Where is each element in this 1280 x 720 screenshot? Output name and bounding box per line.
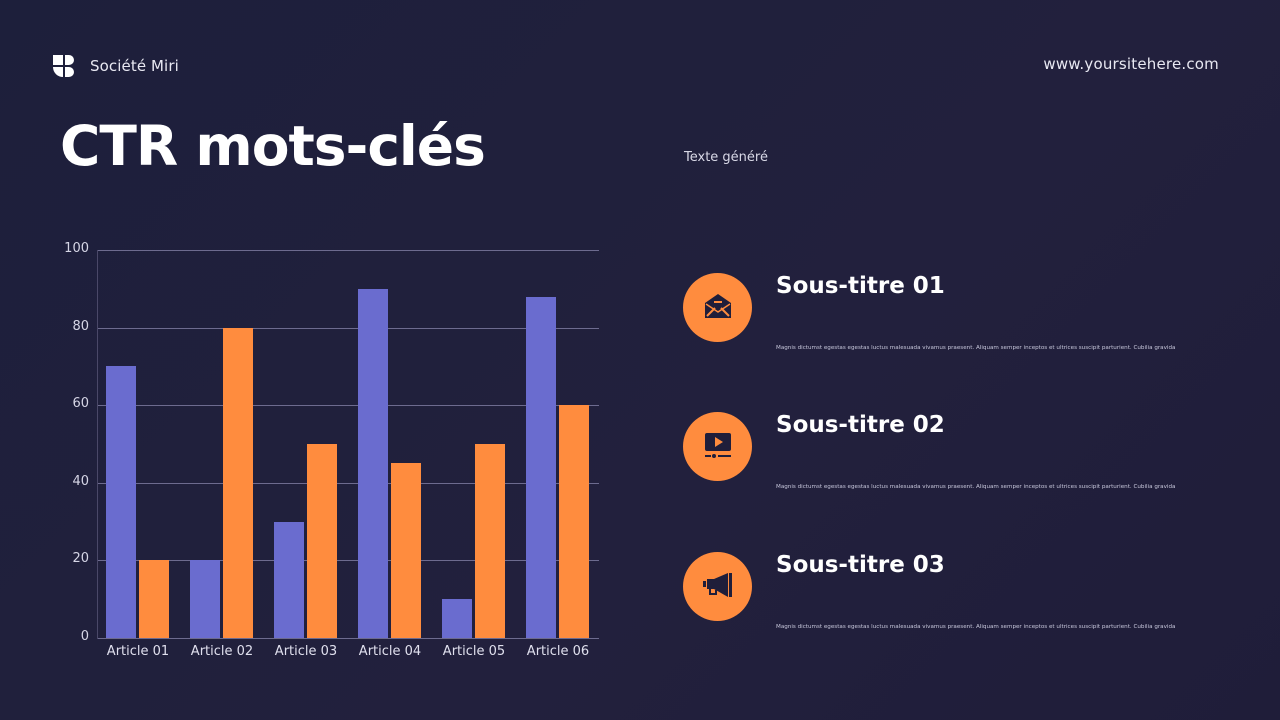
y-axis-line xyxy=(97,250,98,639)
feature-item-3: Sous-titre 03 Magnis dictumst egestas eg… xyxy=(683,552,1243,652)
bar-2-2 xyxy=(223,327,253,638)
bar-chart: 0 20 40 60 80 100 Article 01 Article 02 Article … xyxy=(64,241,599,659)
bar-1-1 xyxy=(106,366,136,638)
x-axis-tick-label: Article 06 xyxy=(526,644,590,659)
y-axis-tick-label: 40 xyxy=(72,473,89,489)
brand-name: Société Miri xyxy=(90,57,179,75)
gridline xyxy=(97,482,599,484)
bar-1-2 xyxy=(190,560,220,638)
video-player-icon xyxy=(703,431,733,463)
y-axis-tick-label: 0 xyxy=(80,629,89,644)
x-axis-tick-label: Article 02 xyxy=(190,644,254,659)
brand-logo-icon xyxy=(53,55,75,77)
y-axis-tick-label: 80 xyxy=(72,318,89,334)
feature-title: Sous-titre 01 xyxy=(776,273,945,299)
bar-2-6 xyxy=(559,405,589,638)
gridline xyxy=(97,638,599,639)
feature-description: Magnis dictumst egestas egestas luctus m… xyxy=(776,345,1176,351)
bar-2-4 xyxy=(391,463,421,638)
gridline xyxy=(97,405,599,407)
feature-item-1: Sous-titre 01 Magnis dictumst egestas eg… xyxy=(683,273,1243,373)
y-axis-tick-label: 100 xyxy=(64,241,89,256)
feature-description: Magnis dictumst egestas egestas luctus m… xyxy=(776,624,1176,630)
gridline xyxy=(97,327,599,329)
feature-icon-circle xyxy=(683,412,752,481)
gridline xyxy=(97,560,599,562)
bar-1-3 xyxy=(274,521,304,638)
gridline xyxy=(97,250,599,251)
x-axis-tick-label: Article 04 xyxy=(358,644,422,659)
y-axis-tick-label: 60 xyxy=(72,396,89,412)
bar-1-5 xyxy=(442,599,472,638)
generated-text: Texte généré xyxy=(684,150,768,165)
bar-1-6 xyxy=(526,296,556,638)
y-axis-tick-label: 20 xyxy=(72,551,89,567)
page-title: CTR mots-clés xyxy=(60,114,486,178)
envelope-open-icon xyxy=(703,293,733,323)
x-axis-tick-label: Article 03 xyxy=(274,644,338,659)
x-axis-tick-label: Article 01 xyxy=(106,644,170,659)
bar-2-1 xyxy=(139,560,169,638)
x-axis-tick-label: Article 05 xyxy=(442,644,506,659)
feature-title: Sous-titre 02 xyxy=(776,412,945,438)
feature-icon-circle xyxy=(683,552,752,621)
bar-2-3 xyxy=(307,444,337,638)
feature-description: Magnis dictumst egestas egestas luctus m… xyxy=(776,484,1176,490)
feature-icon-circle xyxy=(683,273,752,342)
feature-item-2: Sous-titre 02 Magnis dictumst egestas eg… xyxy=(683,412,1243,512)
site-url-link[interactable]: www.yoursitehere.com xyxy=(1043,55,1219,73)
bar-1-4 xyxy=(358,288,388,638)
bar-2-5 xyxy=(475,444,505,638)
feature-title: Sous-titre 03 xyxy=(776,552,945,578)
megaphone-icon xyxy=(702,572,734,602)
